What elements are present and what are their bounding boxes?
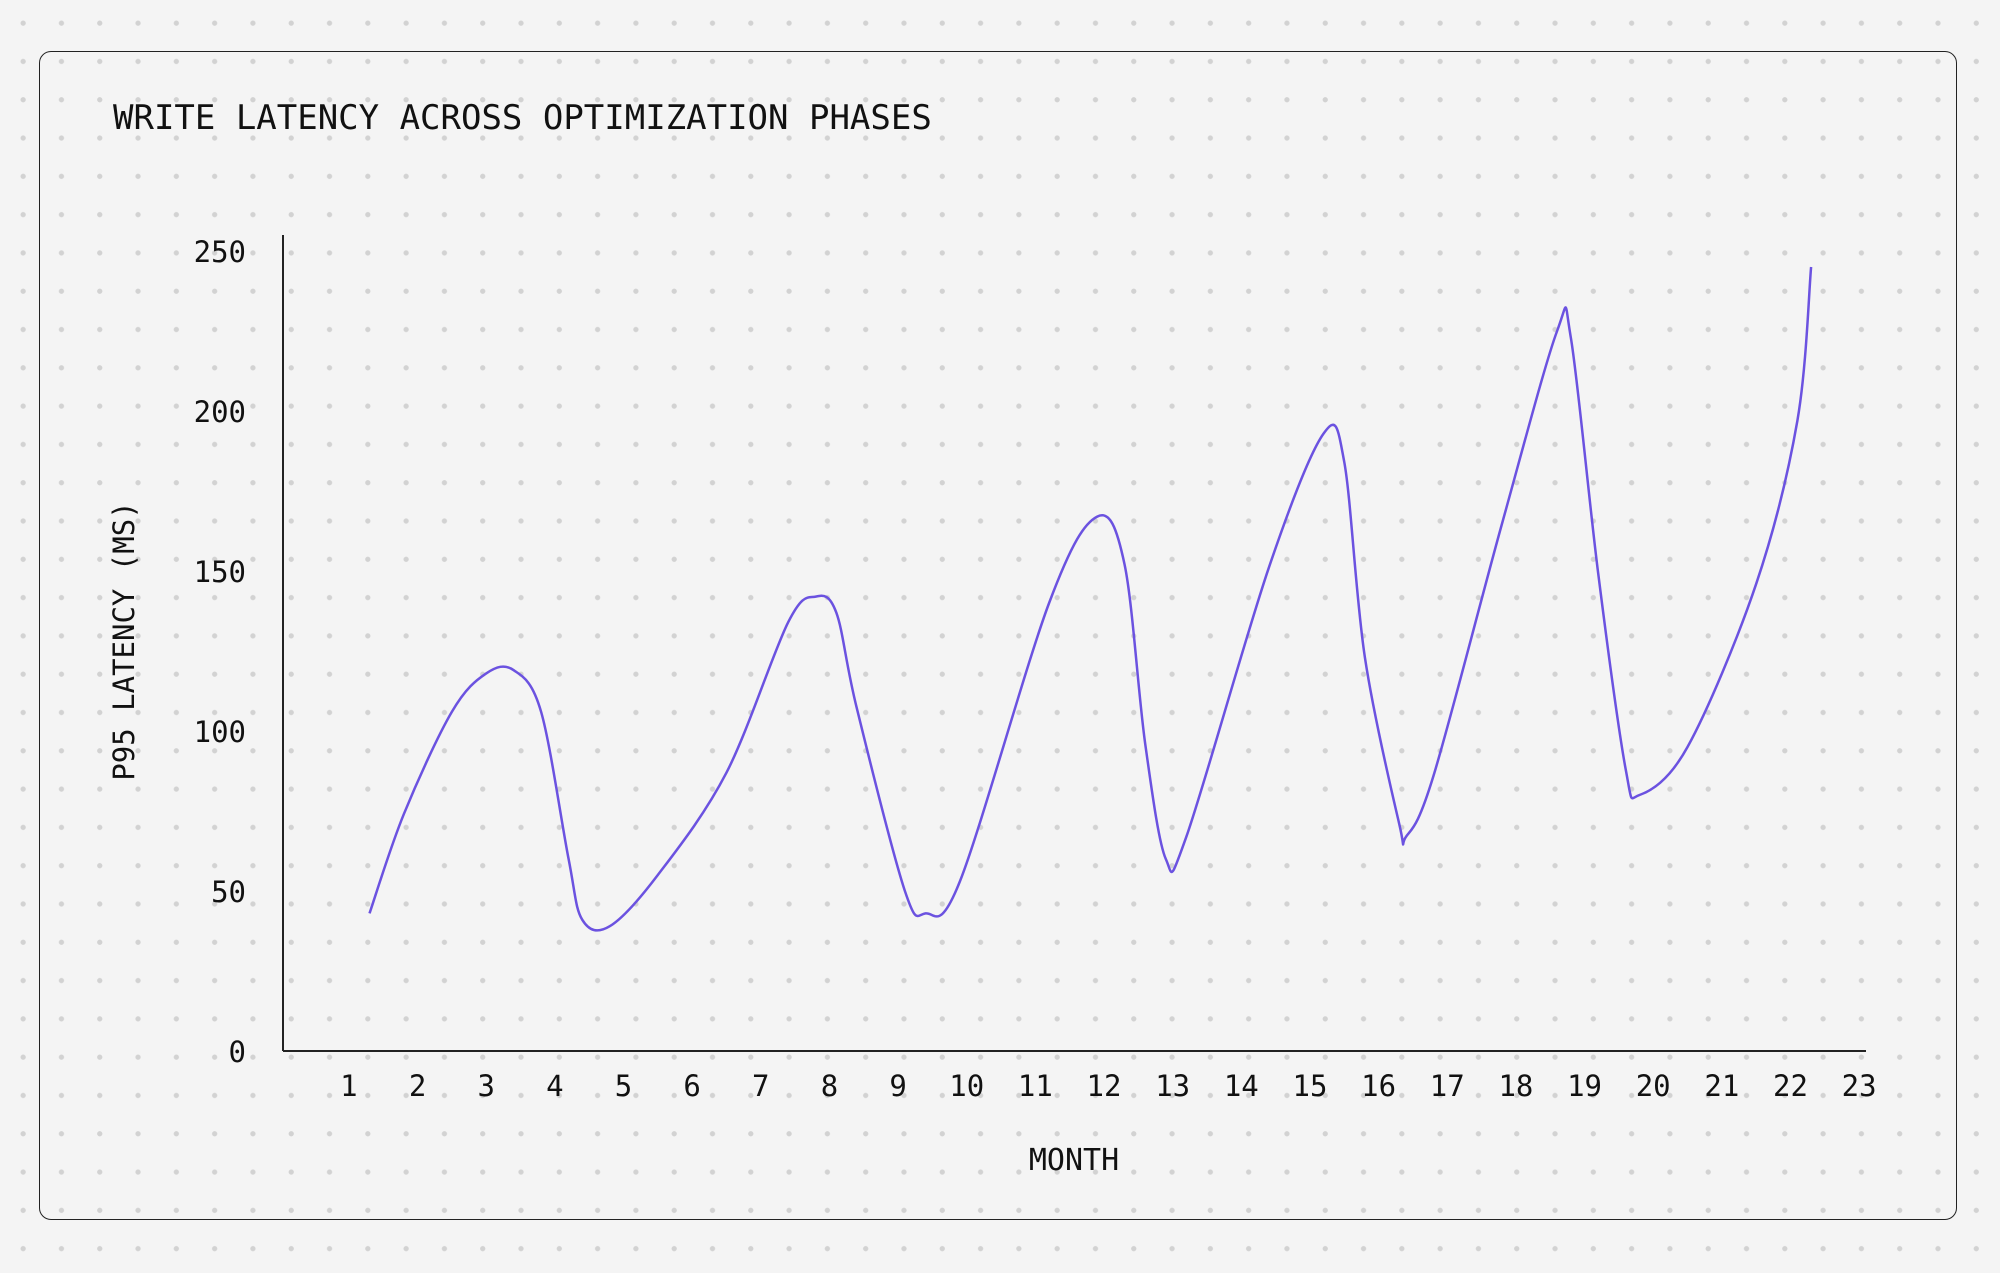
x-tick-label: 13 [1155,1069,1190,1103]
x-tick-label: 1 [340,1069,357,1103]
series-line [368,266,1813,932]
y-tick-label: 250 [194,235,246,269]
y-tick-labels: 0 50 100 150 200 250 [194,235,246,1069]
x-tick-label: 3 [477,1069,494,1103]
y-tick-label: 50 [211,875,246,909]
x-tick-label: 18 [1498,1069,1533,1103]
x-tick-label: 15 [1292,1069,1327,1103]
x-tick-label: 19 [1567,1069,1602,1103]
line-chart: WRITE LATENCY ACROSS OPTIMIZATION PHASES… [107,98,1877,1178]
x-axis-label: MONTH [1029,1143,1119,1178]
x-tick-label: 2 [409,1069,426,1103]
x-tick-label: 11 [1018,1069,1053,1103]
x-tick-label: 21 [1704,1069,1739,1103]
x-tick-labels: 1 2 3 4 5 6 7 8 9 10 11 12 13 14 15 16 17 18 19 20 21 22 23 [340,1069,1876,1103]
x-tick-label: 20 [1636,1069,1671,1103]
x-tick-label: 10 [949,1069,984,1103]
chart-title: WRITE LATENCY ACROSS OPTIMIZATION PHASES [113,98,932,138]
x-tick-label: 22 [1773,1069,1808,1103]
y-axis-label: P95 LATENCY (MS) [107,501,141,780]
x-tick-label: 16 [1361,1069,1396,1103]
y-tick-label: 200 [194,395,246,429]
x-tick-label: 17 [1430,1069,1465,1103]
x-tick-label: 12 [1087,1069,1122,1103]
x-tick-label: 5 [615,1069,632,1103]
chart-card: WRITE LATENCY ACROSS OPTIMIZATION PHASES… [39,51,1957,1220]
y-tick-label: 0 [229,1035,246,1069]
y-tick-label: 150 [194,555,246,589]
y-tick-label: 100 [194,715,246,749]
x-tick-label: 23 [1842,1069,1877,1103]
x-tick-label: 7 [752,1069,769,1103]
axes [282,235,1866,1052]
x-tick-label: 14 [1224,1069,1259,1103]
x-tick-label: 4 [546,1069,563,1103]
x-tick-label: 9 [889,1069,906,1103]
x-tick-label: 6 [683,1069,700,1103]
x-tick-label: 8 [821,1069,838,1103]
